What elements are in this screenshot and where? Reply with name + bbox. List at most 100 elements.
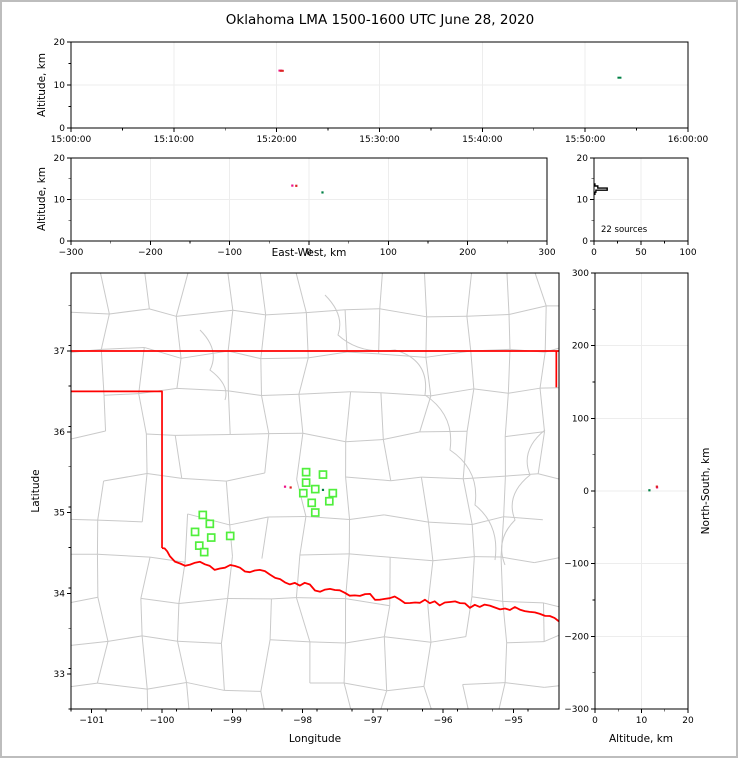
county-line [109, 308, 150, 315]
state-border-red-river [161, 547, 559, 623]
county-line [349, 553, 391, 558]
tick-label: 300 [572, 269, 589, 279]
lma-station-marker [301, 478, 311, 487]
lma-station-marker [318, 470, 328, 479]
county-line [419, 430, 468, 433]
tick-label: 0 [306, 248, 312, 258]
county-line [220, 598, 229, 644]
county-line [140, 597, 179, 604]
county-line [390, 556, 433, 562]
county-line [147, 681, 187, 690]
county-line [186, 681, 225, 691]
county-line [383, 431, 420, 441]
county-line [386, 685, 424, 692]
tick-label: 300 [538, 248, 555, 258]
county-line [177, 641, 187, 683]
county-line [220, 643, 225, 691]
county-line [260, 639, 271, 692]
lma-station-marker [194, 541, 204, 550]
tick-label: 100 [679, 248, 696, 258]
axis-label-east-west: East-West, km [271, 247, 347, 259]
county-line [100, 313, 110, 350]
tick-label: −200 [138, 248, 163, 258]
tick-label: −97 [363, 716, 382, 726]
county-line [141, 635, 148, 690]
county-line [465, 596, 473, 637]
county-line [539, 388, 546, 432]
county-line [138, 347, 145, 394]
county-line [343, 682, 352, 709]
county-line [228, 390, 262, 397]
county-line [345, 391, 352, 442]
tick-label: 16:00:00 [668, 135, 709, 145]
tick-label: −101 [79, 716, 104, 726]
source-point-ns [655, 485, 658, 488]
county-line [298, 394, 304, 434]
county-line [345, 439, 384, 443]
county-line [138, 393, 147, 435]
tick-label: 20 [682, 716, 694, 726]
river-line [199, 329, 227, 401]
county-line [473, 388, 509, 394]
county-line [506, 641, 545, 644]
lma-station-marker [324, 496, 334, 506]
county-line [232, 309, 266, 316]
lma-station-marker [310, 508, 320, 517]
county-line [420, 477, 429, 523]
lma-station-marker [310, 484, 320, 494]
county-line [180, 350, 229, 359]
county-line [181, 477, 227, 482]
river-line [324, 294, 497, 561]
county-line [426, 315, 467, 318]
tick-label: 15:10:00 [154, 135, 195, 145]
county-line [345, 553, 350, 599]
county-line [142, 635, 178, 642]
lma-station-marker [205, 519, 215, 529]
county-line [97, 553, 151, 558]
tick-label: 0 [583, 487, 589, 497]
county-line [502, 600, 544, 604]
county-line [100, 349, 105, 396]
county-line [268, 515, 306, 518]
county-line [423, 686, 432, 709]
tick-label: 50 [635, 248, 647, 258]
source-point-ns [648, 489, 651, 492]
axis-label-altitude-ew: Altitude, km [36, 166, 48, 232]
county-line [345, 598, 390, 607]
county-line [378, 308, 381, 354]
lma-station-marker [206, 533, 216, 542]
tick-label: 35 [54, 509, 65, 519]
county-line [383, 605, 391, 637]
tick-label: 36 [54, 428, 66, 438]
county-line [502, 601, 508, 643]
county-line [224, 689, 261, 692]
county-line [71, 311, 110, 315]
county-line [534, 273, 547, 306]
tick-label: 100 [380, 248, 397, 258]
county-line [97, 519, 143, 523]
altitude-histogram-line [594, 183, 608, 196]
county-line [384, 636, 431, 643]
county-line [345, 476, 391, 482]
county-line [466, 388, 475, 432]
county-line [107, 635, 143, 642]
county-line [71, 430, 106, 440]
tick-label: −96 [434, 716, 453, 726]
tick-label: −100 [564, 560, 589, 570]
county-line [508, 387, 541, 394]
county-line [539, 352, 546, 389]
county-line [97, 682, 148, 690]
county-line [308, 351, 348, 359]
county-line [227, 390, 231, 435]
county-line [264, 433, 270, 474]
county-line [427, 560, 434, 606]
county-line [149, 556, 186, 563]
county-line [302, 432, 346, 443]
lma-station-marker [307, 498, 317, 508]
source-point-map [289, 486, 292, 489]
county-line [227, 273, 234, 311]
county-line [390, 476, 422, 482]
county-line [271, 597, 297, 600]
county-line [538, 473, 559, 480]
